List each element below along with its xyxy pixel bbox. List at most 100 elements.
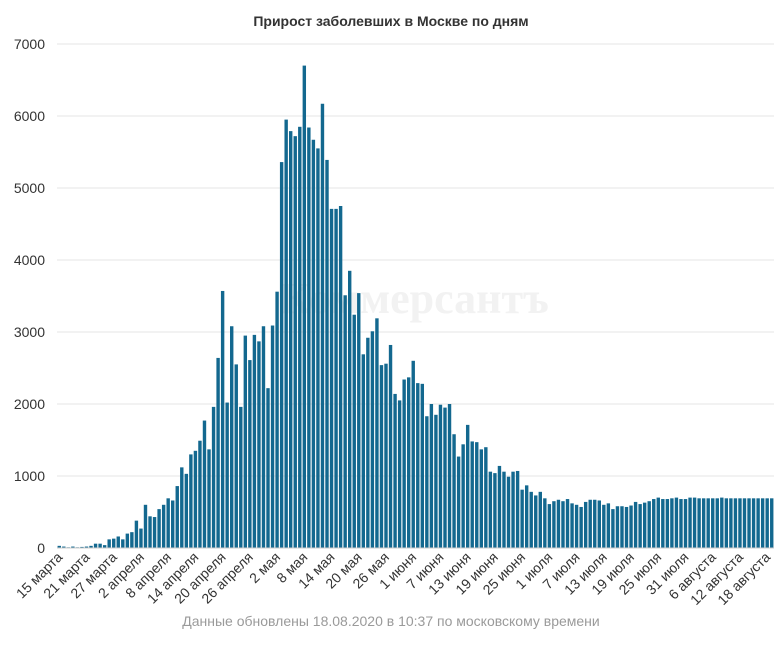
- y-tick-label: 3000: [14, 324, 45, 340]
- bar: [121, 539, 125, 548]
- bar: [633, 501, 638, 548]
- y-tick-label: 6000: [14, 108, 45, 124]
- bar: [189, 454, 193, 548]
- bar: [257, 341, 261, 548]
- bars: [57, 65, 774, 549]
- bar: [534, 495, 538, 548]
- bar: [620, 506, 624, 548]
- y-tick-label: 7000: [14, 36, 45, 52]
- bar: [402, 379, 406, 548]
- bar: [279, 162, 284, 548]
- bar: [71, 546, 75, 548]
- bar: [166, 498, 170, 548]
- bar: [334, 208, 338, 548]
- bar: [289, 131, 293, 548]
- bar: [579, 506, 583, 548]
- bar: [456, 456, 461, 548]
- bar: [479, 449, 483, 548]
- bar: [606, 503, 611, 548]
- bar: [230, 326, 234, 548]
- bar: [506, 476, 511, 548]
- bar: [348, 270, 352, 548]
- bar: [143, 504, 148, 548]
- bar: [493, 473, 497, 548]
- bar: [211, 406, 216, 548]
- bar: [742, 498, 747, 548]
- bar: [57, 545, 61, 548]
- bar: [248, 360, 252, 548]
- bar: [538, 491, 542, 548]
- bar: [652, 499, 656, 548]
- bar: [724, 498, 729, 548]
- bar: [711, 498, 715, 548]
- bar: [175, 486, 179, 548]
- bar: [701, 498, 706, 548]
- bar: [425, 416, 429, 548]
- bar: [243, 335, 248, 548]
- bar: [552, 501, 556, 548]
- bar: [293, 136, 297, 548]
- bar: [524, 485, 529, 548]
- bar: [629, 505, 633, 548]
- bar: [756, 498, 760, 548]
- bar: [130, 532, 134, 548]
- bar: [261, 326, 266, 548]
- bar: [751, 498, 756, 548]
- bar: [484, 447, 488, 548]
- bar: [515, 470, 520, 548]
- bar: [366, 337, 370, 548]
- bar: [470, 441, 474, 548]
- bar: [438, 404, 443, 548]
- bar: [198, 440, 202, 548]
- gridlines: [57, 43, 774, 477]
- bar: [583, 501, 588, 548]
- bar: [370, 331, 375, 548]
- bar: [357, 293, 361, 548]
- bar: [225, 402, 229, 548]
- bar: [543, 498, 547, 548]
- bar: [624, 506, 629, 548]
- bar: [443, 407, 447, 548]
- y-tick-label: 1000: [14, 468, 45, 484]
- bar: [220, 290, 225, 548]
- bar: [747, 498, 751, 548]
- bar: [338, 206, 343, 548]
- bar: [465, 424, 470, 548]
- bar: [565, 499, 570, 548]
- bar: [207, 449, 211, 548]
- bar: [361, 354, 366, 548]
- bar: [343, 295, 347, 548]
- bar: [275, 291, 279, 548]
- bar: [284, 119, 288, 548]
- bar: [656, 497, 660, 548]
- bar: [102, 545, 107, 548]
- bar: [574, 504, 579, 548]
- bar: [375, 318, 379, 548]
- bar: [234, 364, 238, 548]
- bar: [171, 500, 175, 548]
- bar: [642, 502, 647, 548]
- bar: [134, 520, 139, 548]
- bar: [647, 501, 651, 548]
- bar: [112, 538, 116, 548]
- bar: [89, 545, 93, 548]
- bar: [148, 516, 152, 548]
- bar: [588, 499, 592, 548]
- bar: [511, 471, 515, 548]
- bar: [84, 546, 89, 548]
- bar: [62, 546, 66, 548]
- bar: [307, 127, 311, 549]
- bar: [570, 503, 574, 548]
- bar: [302, 65, 307, 548]
- bar: [406, 377, 411, 548]
- bar: [152, 517, 157, 548]
- bar: [161, 504, 166, 548]
- y-axis-ticks: 0 1000 2000 3000 4000 5000 6000 7000: [14, 36, 45, 556]
- bar: [692, 497, 697, 548]
- bar: [139, 528, 143, 548]
- bar: [388, 344, 393, 548]
- bar: [384, 363, 388, 548]
- bar: [298, 126, 302, 549]
